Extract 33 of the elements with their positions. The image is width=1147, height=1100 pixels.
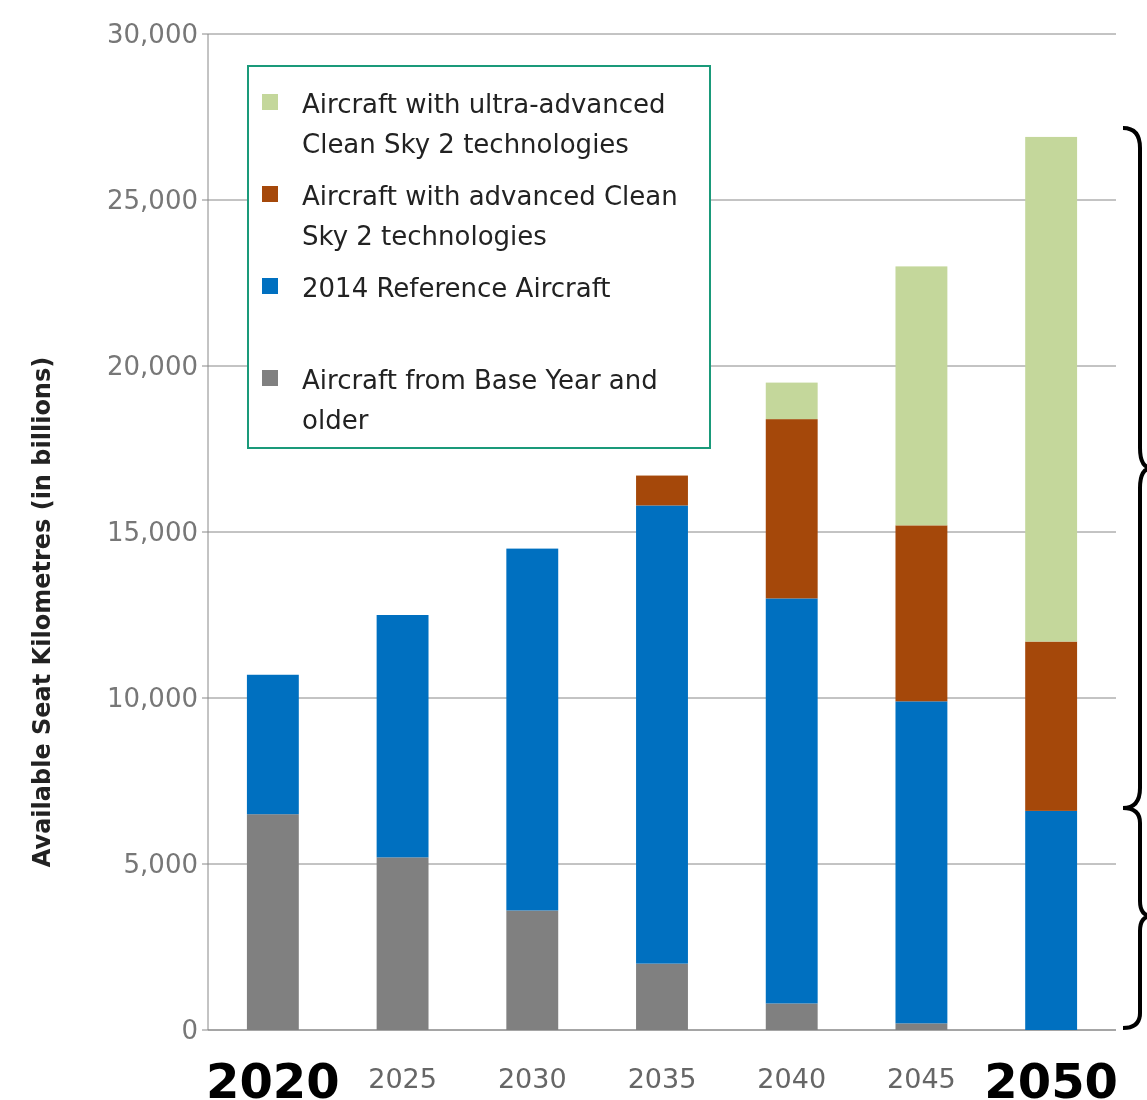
x-tick-label: 2030 — [497, 1063, 567, 1094]
legend-label: Aircraft from Base Year and older — [302, 365, 658, 436]
y-tick-label: 0 — [181, 1015, 198, 1046]
legend-label: Aircraft with ultra-advanced Clean Sky 2 technologies — [302, 89, 666, 160]
x-tick-label: 2045 — [887, 1063, 956, 1094]
bar — [895, 266, 948, 526]
bar — [376, 615, 429, 858]
bar — [506, 548, 559, 911]
bar — [895, 525, 948, 702]
bar — [895, 701, 948, 1024]
x-tick-label: 2040 — [757, 1063, 827, 1094]
y-tick-label: 25,000 — [107, 185, 198, 216]
bar — [1025, 136, 1078, 642]
legend-label: 2014 Reference Aircraft — [302, 273, 611, 304]
legend-label: Aircraft with advanced Clean Sky 2 technologies — [302, 181, 678, 252]
y-tick-label: 30,000 — [107, 19, 198, 50]
x-tick-label: 2050 — [984, 1053, 1118, 1100]
bar — [765, 382, 818, 420]
bar — [1025, 641, 1078, 811]
y-tick-label: 10,000 — [107, 683, 198, 714]
y-tick-label: 15,000 — [107, 517, 198, 548]
bar — [246, 674, 299, 815]
bar — [636, 505, 688, 964]
bar — [636, 475, 688, 506]
bar — [1025, 810, 1078, 1030]
x-tick-label: 2020 — [206, 1053, 340, 1100]
y-tick-label: 20,000 — [107, 351, 198, 382]
x-tick-label: 2035 — [627, 1063, 697, 1094]
y-axis-title: Available Seat Kilometres (in billions) — [28, 356, 56, 868]
bar — [765, 598, 818, 1004]
x-tick-label: 2025 — [368, 1063, 437, 1094]
y-tick-label: 5,000 — [123, 849, 198, 880]
bar — [765, 419, 818, 599]
